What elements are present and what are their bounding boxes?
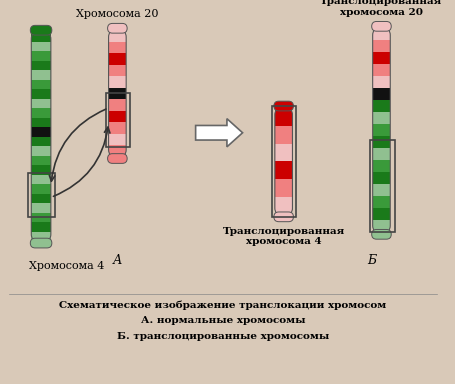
Bar [31,79,51,89]
FancyBboxPatch shape [371,230,390,239]
Bar [372,209,389,221]
FancyBboxPatch shape [31,32,51,241]
Text: Хромосома 20: Хромосома 20 [76,9,158,19]
Bar [108,53,126,65]
Bar [31,99,51,109]
Bar [274,126,292,144]
Bar [31,156,51,166]
Bar [31,165,51,175]
Bar [108,111,126,122]
Bar [31,203,51,213]
Bar [372,112,389,125]
Bar [274,144,292,162]
Bar [31,184,51,194]
FancyBboxPatch shape [274,108,292,215]
FancyBboxPatch shape [30,25,52,35]
Bar [31,32,51,42]
Text: Транслоцированная
хромосома 20: Транслоцированная хромосома 20 [320,0,442,17]
Bar [274,179,292,197]
Polygon shape [195,119,242,147]
Bar [372,100,389,113]
Bar [31,146,51,156]
Bar [108,145,126,157]
Bar [271,106,296,217]
Bar [372,172,389,185]
Text: А. нормальные хромосомы: А. нормальные хромосомы [141,316,304,325]
Bar [31,41,51,51]
Bar [372,220,389,233]
Text: Б. транслоцированные хромосомы: Б. транслоцированные хромосомы [116,331,329,341]
Bar [372,40,389,53]
Bar [28,173,55,217]
FancyBboxPatch shape [30,238,52,248]
Bar [108,88,126,99]
Bar [108,65,126,77]
Bar [372,196,389,209]
Bar [372,28,389,41]
Bar [372,76,389,89]
Bar [372,184,389,197]
Bar [372,161,389,173]
FancyArrowPatch shape [53,127,110,196]
Bar [274,197,292,215]
Bar [108,122,126,134]
Bar [108,30,126,42]
Bar [31,89,51,99]
Bar [372,52,389,65]
Bar [31,51,51,61]
Text: Транслоцированная
хромосома 4: Транслоцированная хромосома 4 [222,227,344,246]
FancyBboxPatch shape [372,28,389,232]
Bar [31,70,51,80]
Bar [108,42,126,54]
Text: Схематическое изображение транслокации хромосом: Схематическое изображение транслокации х… [59,300,386,310]
Bar [108,99,126,111]
Bar [31,222,51,232]
Text: А: А [112,254,122,267]
Bar [31,61,51,71]
FancyBboxPatch shape [371,22,390,31]
Bar [108,134,126,146]
Text: Хромосома 4: Хромосома 4 [29,261,105,271]
Bar [31,127,51,137]
FancyBboxPatch shape [107,23,127,33]
Bar [372,64,389,77]
Bar [31,194,51,204]
Bar [106,93,130,147]
Bar [31,175,51,185]
Bar [108,76,126,88]
FancyArrowPatch shape [49,109,106,181]
Bar [372,88,389,101]
FancyBboxPatch shape [107,154,127,163]
FancyBboxPatch shape [108,30,126,157]
Bar [372,124,389,137]
Text: Б: Б [366,254,375,267]
Bar [31,137,51,147]
Bar [31,108,51,118]
Bar [274,108,292,126]
FancyBboxPatch shape [273,212,293,222]
Bar [31,232,51,242]
Bar [31,213,51,223]
Bar [372,136,389,149]
Bar [372,148,389,161]
Bar [274,161,292,180]
Bar [369,140,394,232]
FancyBboxPatch shape [273,101,293,111]
Bar [31,118,51,127]
